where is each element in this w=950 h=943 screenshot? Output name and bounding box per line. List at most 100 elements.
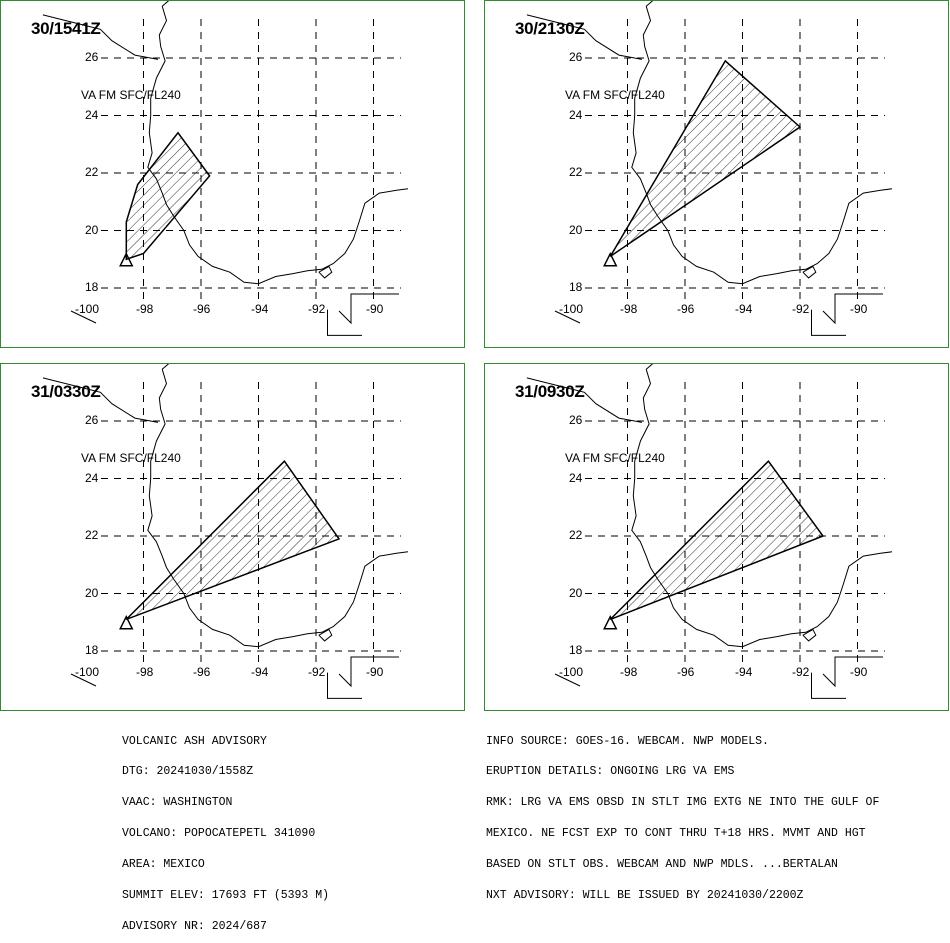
coastline-texas <box>161 364 170 370</box>
lon-label: -98 <box>620 665 638 679</box>
map-canvas-3 <box>42 364 409 699</box>
lon-label: -98 <box>620 302 638 316</box>
coastline-texas <box>645 1 654 7</box>
map-corner-mark <box>554 673 581 687</box>
lat-label: 18 <box>85 280 99 294</box>
lat-label: 26 <box>569 50 583 64</box>
map-corner-mark <box>70 310 97 324</box>
lon-label: -90 <box>850 665 868 679</box>
lat-label: 24 <box>85 108 99 122</box>
lat-label: 24 <box>569 471 583 485</box>
ash-cloud-polygon <box>125 131 211 261</box>
advisory-line: VOLCANIC ASH ADVISORY <box>122 734 267 748</box>
map-corner-bracket <box>338 293 399 325</box>
lon-label: -92 <box>792 302 810 316</box>
lat-label: 20 <box>85 223 99 237</box>
lat-label: 22 <box>569 165 583 179</box>
coastline-pacific <box>811 309 846 336</box>
coastline <box>631 6 893 285</box>
lon-label: -94 <box>251 302 269 316</box>
lat-label: 26 <box>85 413 99 427</box>
coastline-pacific <box>811 672 846 699</box>
border-line <box>42 14 158 60</box>
volcano-icon <box>119 615 134 630</box>
panel-layer-label: VA FM SFC/FL240 <box>81 451 181 465</box>
lagoon <box>318 628 333 642</box>
map-corner-bracket <box>338 656 399 688</box>
coastline-texas <box>645 364 654 370</box>
lon-label: -94 <box>251 665 269 679</box>
map-panel-1: 30/1541Z VA FM SFC/FL240 26 24 22 20 18 … <box>0 0 465 348</box>
advisory-line: VOLCANO: POPOCATEPETL 341090 <box>122 827 316 841</box>
lon-label: -92 <box>308 665 326 679</box>
map-panel-3: 31/0330Z VA FM SFC/FL240 26 24 22 20 18 … <box>0 363 465 711</box>
border-line <box>526 377 642 423</box>
lon-label: -94 <box>735 302 753 316</box>
lat-label: 18 <box>569 280 583 294</box>
lon-label: -98 <box>136 665 154 679</box>
volcano-icon <box>603 615 618 630</box>
ash-cloud-polygon <box>125 460 341 621</box>
lat-label: 22 <box>85 165 99 179</box>
lat-label: 20 <box>569 223 583 237</box>
lagoon <box>802 265 817 279</box>
advisory-text-right: INFO SOURCE: GOES-16. WEBCAM. NWP MODELS… <box>486 716 879 912</box>
lon-label: -98 <box>136 302 154 316</box>
panel-layer-label: VA FM SFC/FL240 <box>565 451 665 465</box>
lon-label: -90 <box>850 302 868 316</box>
ash-cloud-polygon <box>609 460 825 621</box>
lat-label: 18 <box>569 643 583 657</box>
lon-label: -100 <box>75 665 100 679</box>
coastline-pacific <box>327 672 362 699</box>
border-line <box>42 377 158 423</box>
lagoon <box>318 265 333 279</box>
border-line <box>526 14 642 60</box>
map-canvas-4 <box>526 364 893 699</box>
map-corner-mark <box>554 310 581 324</box>
advisory-line: MEXICO. NE FCST EXP TO CONT THRU T+18 HR… <box>486 827 866 841</box>
advisory-line: BASED ON STLT OBS. WEBCAM AND NWP MDLS. … <box>486 858 838 872</box>
panel-time-label: 30/2130Z <box>515 19 585 38</box>
lat-label: 20 <box>569 586 583 600</box>
lat-label: 24 <box>85 471 99 485</box>
advisory-line: ERUPTION DETAILS: ONGOING LRG VA EMS <box>486 765 735 779</box>
lon-label: -92 <box>308 302 326 316</box>
lat-label: 24 <box>569 108 583 122</box>
coastline-texas <box>161 1 170 7</box>
advisory-line: NXT ADVISORY: WILL BE ISSUED BY 20241030… <box>486 889 804 903</box>
lat-label: 26 <box>85 50 99 64</box>
coastline-pacific <box>327 309 362 336</box>
volcano-icon <box>603 252 618 267</box>
lon-label: -90 <box>366 302 384 316</box>
map-canvas-1 <box>42 1 409 336</box>
ash-cloud-polygon <box>609 59 802 258</box>
panel-time-label: 31/0930Z <box>515 382 585 401</box>
lagoon <box>802 628 817 642</box>
lat-label: 18 <box>85 643 99 657</box>
lon-label: -96 <box>193 665 211 679</box>
lon-label: -90 <box>366 665 384 679</box>
coastline <box>147 369 409 648</box>
panel-time-label: 31/0330Z <box>31 382 101 401</box>
coastline <box>147 6 409 285</box>
map-panel-4: 31/0930Z VA FM SFC/FL240 26 24 22 20 18 … <box>484 363 949 711</box>
map-corner-bracket <box>822 293 883 325</box>
lon-label: -100 <box>75 302 100 316</box>
panel-layer-label: VA FM SFC/FL240 <box>565 88 665 102</box>
advisory-line: DTG: 20241030/1558Z <box>122 765 254 779</box>
advisory-line: SUMMIT ELEV: 17693 FT (5393 M) <box>122 889 330 903</box>
lon-label: -100 <box>559 665 584 679</box>
lon-label: -92 <box>792 665 810 679</box>
lon-label: -100 <box>559 302 584 316</box>
lon-label: -94 <box>735 665 753 679</box>
advisory-line: ADVISORY NR: 2024/687 <box>122 919 267 933</box>
lon-label: -96 <box>193 302 211 316</box>
map-canvas-2 <box>526 1 893 336</box>
advisory-line: AREA: MEXICO <box>122 858 205 872</box>
advisory-text-left: VOLCANIC ASH ADVISORY DTG: 20241030/1558… <box>122 716 329 943</box>
lat-label: 22 <box>569 528 583 542</box>
lon-label: -96 <box>677 302 695 316</box>
map-panel-2: 30/2130Z VA FM SFC/FL240 26 24 22 20 18 … <box>484 0 949 348</box>
panel-layer-label: VA FM SFC/FL240 <box>81 88 181 102</box>
coastline <box>631 369 893 648</box>
